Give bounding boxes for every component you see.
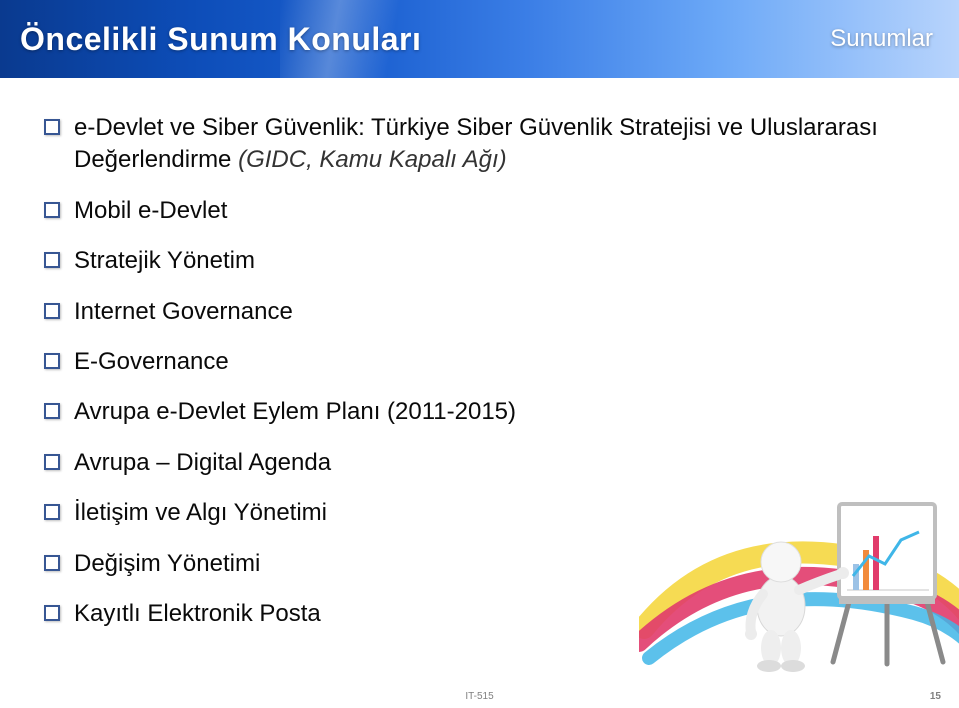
bullet-marker-icon [44,353,60,369]
slide-tag: Sunumlar [830,25,933,53]
list-item: Internet Governance [44,296,915,328]
slide: Öncelikli Sunum Konuları Sunumlar e-Devl… [0,0,959,708]
bullet-marker-icon [44,303,60,319]
list-item: Avrupa e-Devlet Eylem Planı (2011-2015) [44,396,915,428]
bullet-text: E-Governance [74,346,915,378]
bullet-marker-icon [44,504,60,520]
bullet-marker-icon [44,555,60,571]
bullet-text: Avrupa e-Devlet Eylem Planı (2011-2015) [74,396,915,428]
slide-header: Öncelikli Sunum Konuları Sunumlar [0,0,959,78]
bullet-marker-icon [44,605,60,621]
bullet-marker-icon [44,454,60,470]
list-item: Mobil e-Devlet [44,195,915,227]
bullet-text: Internet Governance [74,296,915,328]
bullet-marker-icon [44,202,60,218]
page-number: 15 [930,691,941,702]
bullet-note: (GIDC, Kamu Kapalı Ağı) [238,146,507,173]
bullet-text: Avrupa – Digital Agenda [74,447,915,479]
footer-code: IT-515 [0,691,959,702]
slide-title: Öncelikli Sunum Konuları [20,21,421,58]
list-item: E-Governance [44,346,915,378]
ribbon-icon [639,508,959,668]
bullet-text: e-Devlet ve Siber Güvenlik: Türkiye Sibe… [74,112,915,177]
list-item: Stratejik Yönetim [44,245,915,277]
bullet-marker-icon [44,119,60,135]
bullet-marker-icon [44,252,60,268]
bullet-marker-icon [44,403,60,419]
bullet-text: Stratejik Yönetim [74,245,915,277]
list-item: e-Devlet ve Siber Güvenlik: Türkiye Sibe… [44,112,915,177]
bullet-text: Mobil e-Devlet [74,195,915,227]
list-item: Avrupa – Digital Agenda [44,447,915,479]
